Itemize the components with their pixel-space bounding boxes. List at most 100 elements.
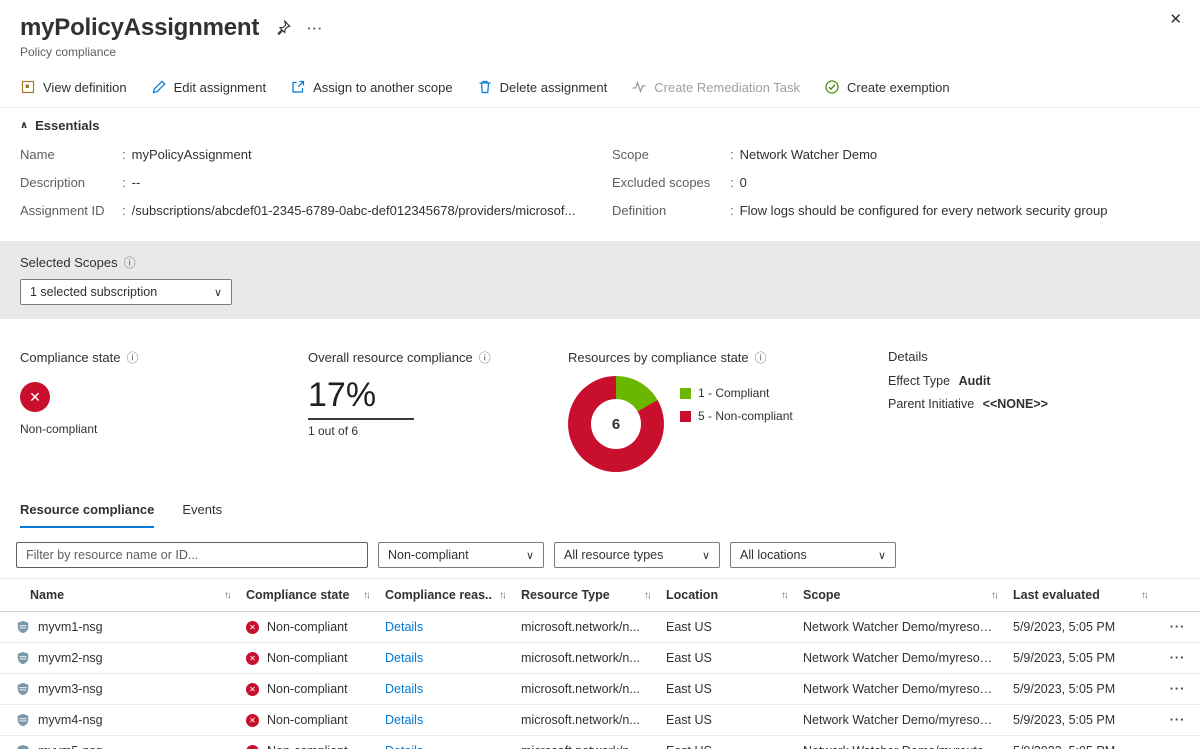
row-actions-icon[interactable]: [1170, 682, 1186, 696]
assign-to-another-scope-button[interactable]: Assign to another scope: [290, 79, 453, 95]
delete-assignment-button[interactable]: Delete assignment: [477, 79, 607, 95]
compliance-fraction: 17%: [308, 376, 414, 420]
column-header-name[interactable]: Name: [0, 578, 238, 612]
assign-scope-label: Assign to another scope: [313, 79, 453, 95]
pin-icon[interactable]: [275, 20, 292, 36]
sort-icon[interactable]: [218, 590, 230, 601]
filter-bar: Non-compliant All resource types All loc…: [0, 528, 1200, 578]
details-link[interactable]: Details: [385, 620, 424, 634]
resource-name[interactable]: myvm1-nsg: [38, 620, 103, 634]
nsg-icon: [16, 620, 30, 634]
column-header-scope[interactable]: Scope: [795, 578, 1005, 612]
compliance-donut-chart: 6: [568, 376, 664, 472]
compliance-state-value: Non-compliant: [20, 422, 98, 436]
table-row[interactable]: myvm2-nsg Non-compliant Details microsof…: [0, 642, 1200, 674]
location-filter-dropdown[interactable]: All locations: [730, 542, 896, 568]
sort-icon[interactable]: [638, 590, 650, 601]
parent-initiative-row: Parent Initiative <<NONE>>: [888, 395, 1180, 414]
table-row[interactable]: myvm5-nsg Non-compliant Details microsof…: [0, 735, 1200, 749]
location-filter-value: All locations: [740, 548, 807, 562]
sort-icon[interactable]: [493, 590, 505, 601]
details-link[interactable]: Details: [385, 744, 423, 749]
non-compliant-icon: [246, 620, 259, 634]
table-row[interactable]: myvm3-nsg Non-compliant Details microsof…: [0, 673, 1200, 705]
definition-value[interactable]: Flow logs should be configured for every…: [739, 203, 1108, 218]
edit-assignment-button[interactable]: Edit assignment: [151, 79, 266, 95]
table-row[interactable]: myvm1-nsg Non-compliant Details microsof…: [0, 611, 1200, 643]
column-label: Compliance reas..: [385, 588, 492, 602]
row-actions-icon[interactable]: [1170, 713, 1186, 727]
page-subtitle: Policy compliance: [20, 45, 117, 59]
info-icon[interactable]: [479, 349, 491, 366]
description-label: Description: [20, 175, 86, 190]
last-evaluated-cell: 5/9/2023, 5:05 PM: [1005, 735, 1155, 749]
compliance-state-cell: Non-compliant: [267, 682, 348, 696]
resource-name[interactable]: myvm3-nsg: [38, 682, 103, 696]
nsg-icon: [16, 651, 30, 665]
scope-cell: Network Watcher Demo/myresour...: [795, 704, 1005, 736]
sort-icon[interactable]: [1135, 590, 1147, 601]
name-value: myPolicyAssignment: [131, 147, 252, 162]
resource-filter-input[interactable]: [16, 542, 368, 568]
sort-icon[interactable]: [775, 590, 787, 601]
details-heading: Details: [888, 349, 928, 364]
info-icon[interactable]: [755, 349, 767, 366]
non-compliant-icon: [246, 651, 259, 665]
location-cell: East US: [658, 611, 795, 643]
essentials-name-row: Name : myPolicyAssignment: [20, 147, 600, 163]
column-header-location[interactable]: Location: [658, 578, 795, 612]
more-options-icon[interactable]: [307, 21, 323, 36]
separator: :: [730, 203, 734, 218]
resource-type-filter-dropdown[interactable]: All resource types: [554, 542, 720, 568]
resource-type-cell: microsoft.network/n...: [513, 611, 658, 643]
tab-events[interactable]: Events: [182, 502, 223, 517]
row-actions-icon[interactable]: [1170, 744, 1186, 749]
compliance-filter-value: Non-compliant: [388, 548, 469, 562]
resource-name[interactable]: myvm2-nsg: [38, 651, 103, 665]
compliance-state-block: Compliance state Non-compliant: [20, 349, 308, 472]
info-icon[interactable]: [126, 349, 138, 366]
resource-name[interactable]: myvm4-nsg: [38, 713, 103, 727]
non-compliant-icon: [20, 382, 50, 412]
close-icon[interactable]: [1169, 10, 1182, 28]
column-header-last-evaluated[interactable]: Last evaluated: [1005, 578, 1155, 612]
assignment-id-value: /subscriptions/abcdef01-2345-6789-0abc-d…: [131, 203, 576, 218]
details-link[interactable]: Details: [385, 651, 424, 665]
view-definition-button[interactable]: View definition: [20, 79, 127, 95]
resource-name[interactable]: myvm5-nsg: [38, 744, 103, 749]
command-bar: View definition Edit assignment Assign t…: [0, 67, 1200, 108]
column-header-compliance-state[interactable]: Compliance state: [238, 578, 377, 612]
row-actions-icon[interactable]: [1170, 620, 1186, 634]
table-header-row: Name Compliance state Compliance reas.. …: [0, 578, 1200, 612]
create-exemption-button[interactable]: Create exemption: [824, 79, 950, 95]
selected-scopes-dropdown[interactable]: 1 selected subscription: [20, 279, 232, 305]
sort-icon[interactable]: [985, 590, 997, 601]
row-actions-icon[interactable]: [1170, 651, 1186, 665]
details-link[interactable]: Details: [385, 713, 424, 727]
column-header-compliance-reason[interactable]: Compliance reas..: [377, 578, 513, 612]
last-evaluated-cell: 5/9/2023, 5:05 PM: [1005, 673, 1155, 705]
chevron-down-icon: [214, 286, 222, 299]
column-header-resource-type[interactable]: Resource Type: [513, 578, 658, 612]
parent-initiative-value: <<NONE>>: [982, 397, 1048, 411]
resource-type-filter-value: All resource types: [564, 548, 664, 562]
info-icon[interactable]: [124, 254, 136, 271]
edit-icon: [151, 79, 167, 95]
separator: :: [122, 203, 126, 218]
compliance-filter-dropdown[interactable]: Non-compliant: [378, 542, 544, 568]
resource-type-cell: microsoft.network/n...: [513, 735, 658, 749]
definition-label: Definition: [612, 203, 667, 218]
last-evaluated-cell: 5/9/2023, 5:05 PM: [1005, 611, 1155, 643]
location-cell: East US: [658, 704, 795, 736]
essentials-assignment-id-row: Assignment ID : /subscriptions/abcdef01-…: [20, 203, 600, 219]
compliance-summary: Compliance state Non-compliant Overall r…: [0, 319, 1200, 472]
scope-value[interactable]: Network Watcher Demo: [739, 147, 878, 162]
details-link[interactable]: Details: [385, 682, 424, 696]
sort-icon[interactable]: [357, 590, 369, 601]
tab-resource-compliance[interactable]: Resource compliance: [20, 502, 155, 528]
essentials-toggle[interactable]: Essentials: [0, 108, 1200, 133]
overall-compliance-block: Overall resource compliance 17% 1 out of…: [308, 349, 568, 472]
table-row[interactable]: myvm4-nsg Non-compliant Details microsof…: [0, 704, 1200, 736]
resource-type-cell: microsoft.network/n...: [513, 704, 658, 736]
